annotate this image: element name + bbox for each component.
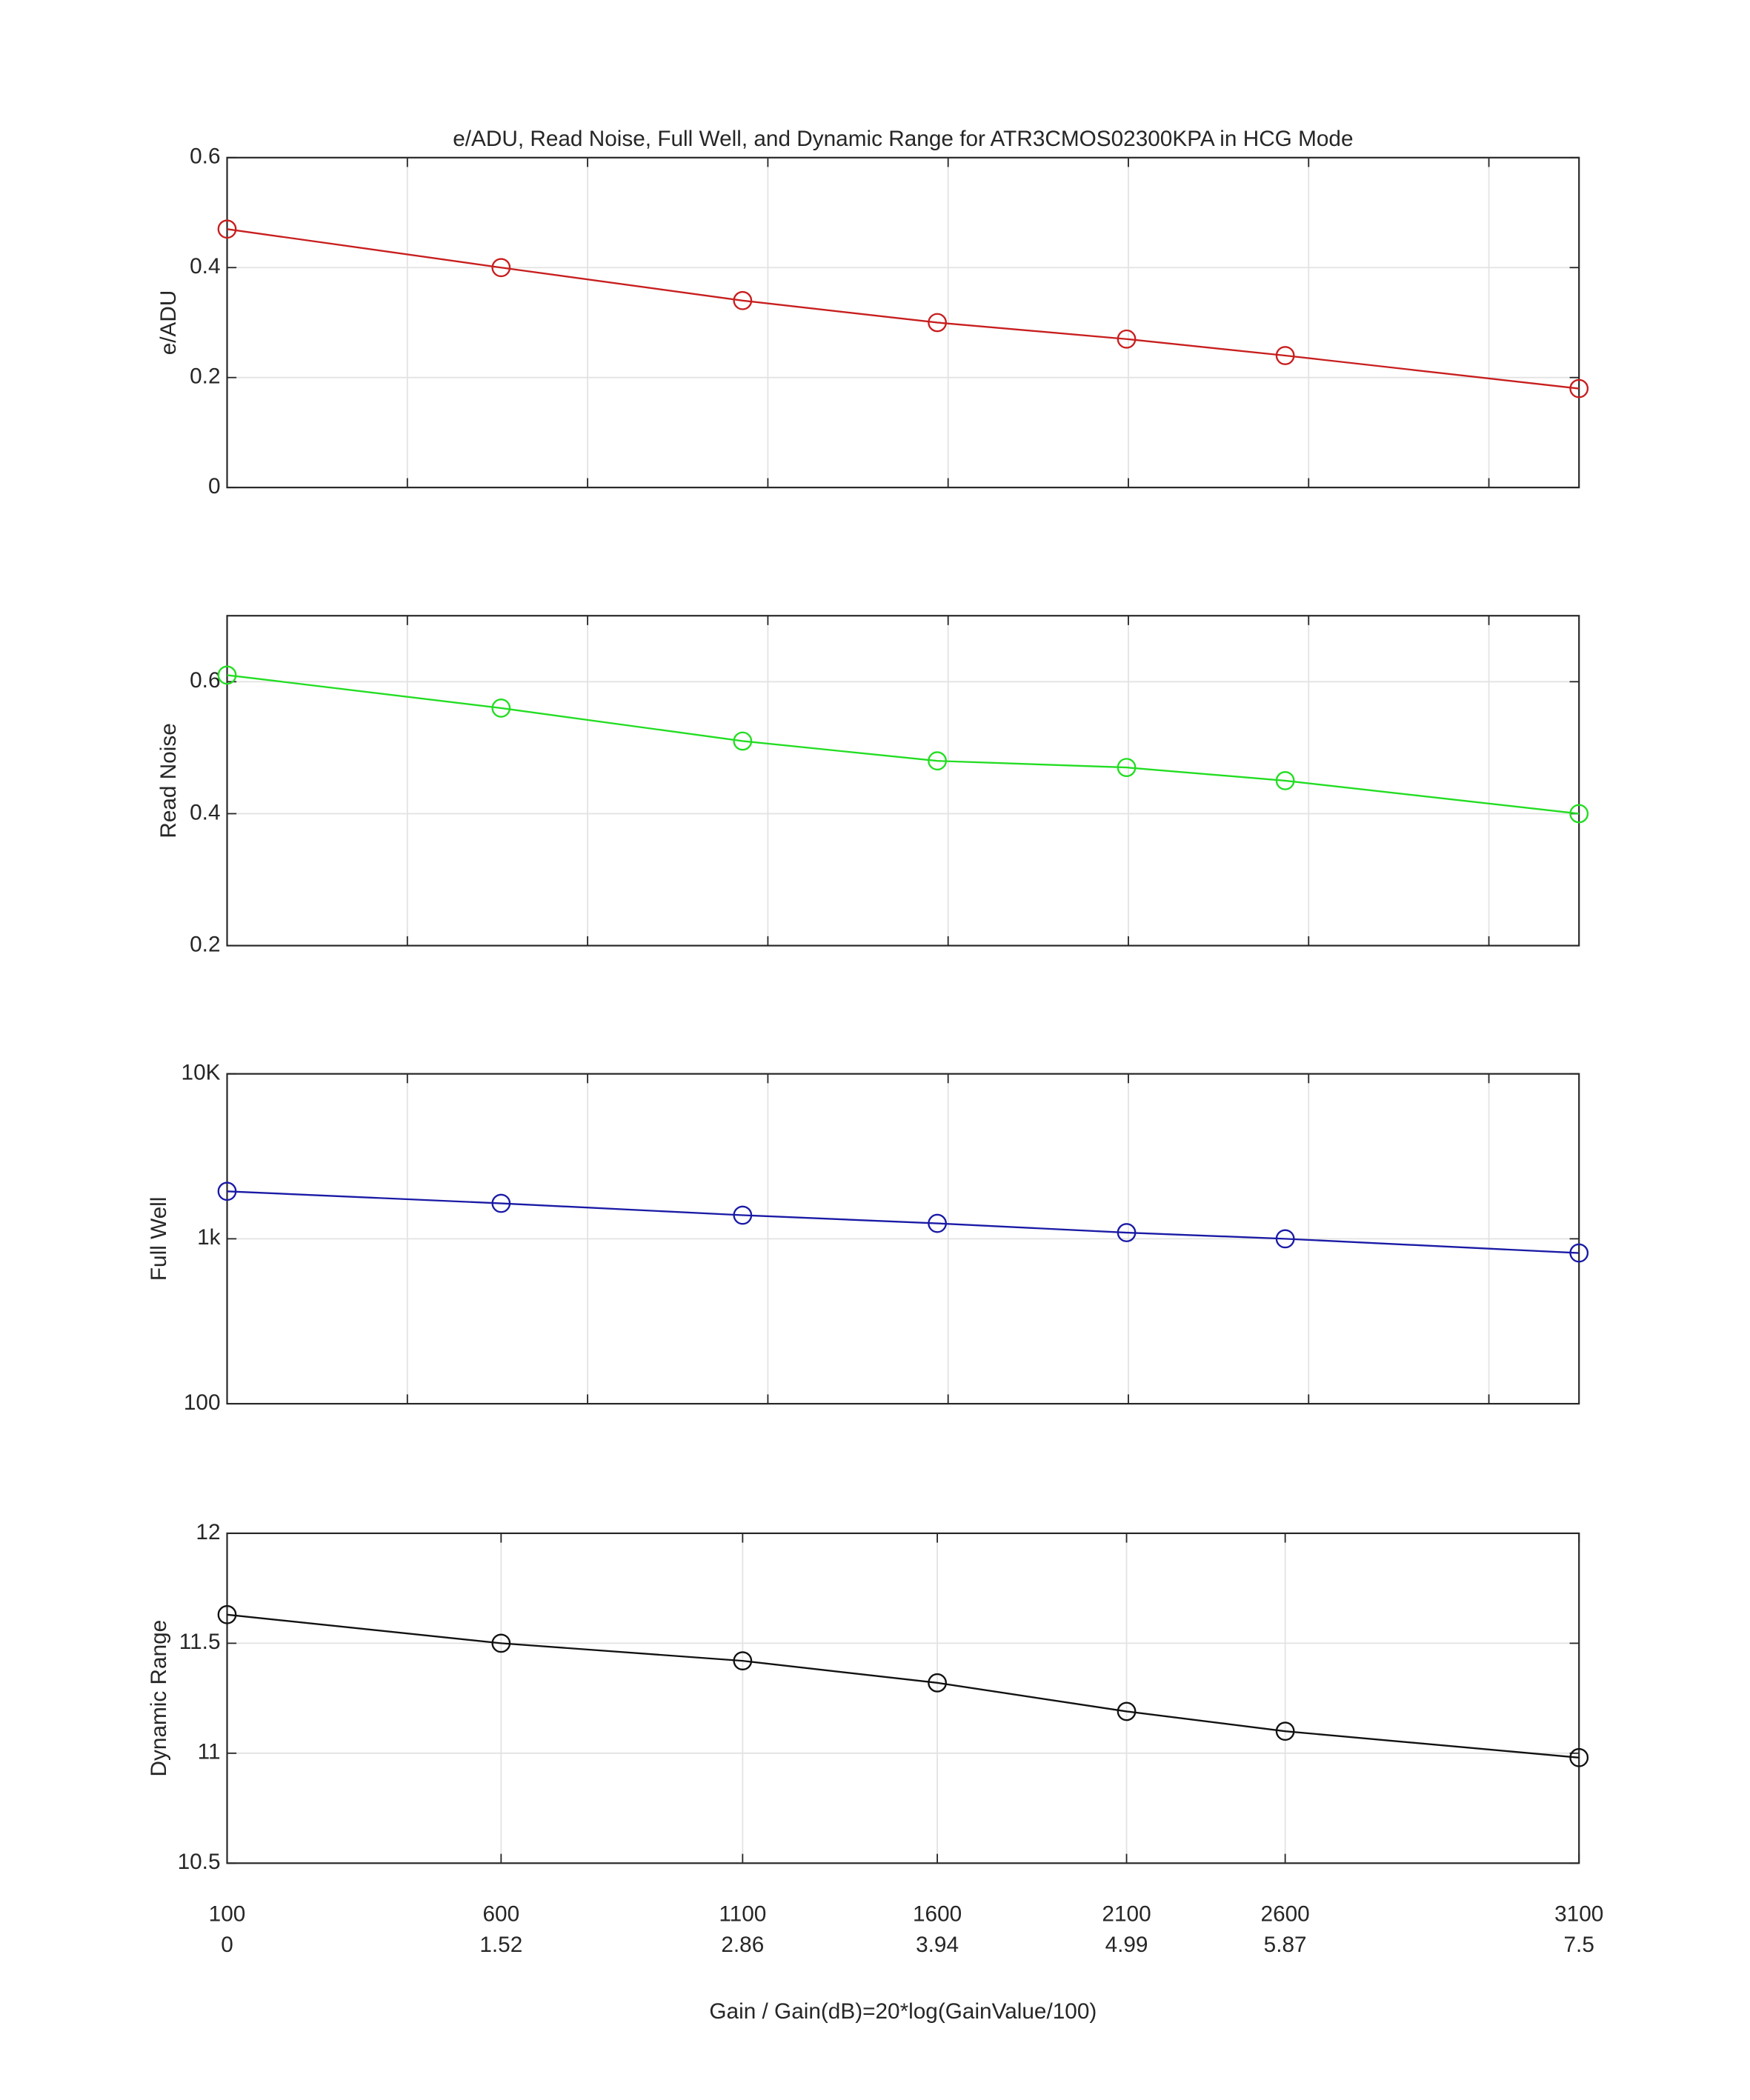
x-tick-label: 3100 — [1554, 1901, 1603, 1926]
data-point — [928, 751, 947, 771]
y-tick-label: 12 — [196, 1520, 220, 1544]
y-tick-label: 0 — [208, 474, 221, 499]
x-tick-label: 1100 — [719, 1901, 766, 1926]
data-point — [1117, 1701, 1137, 1721]
y-tick-label: 100 — [184, 1390, 221, 1415]
x-tick-label: 4.99 — [1105, 1933, 1148, 1957]
axes-box — [226, 1073, 1580, 1405]
axes-box — [226, 156, 1580, 489]
y-tick-label: 10.5 — [178, 1850, 221, 1874]
data-line — [227, 674, 1580, 815]
y-tick-label: 1k — [197, 1225, 221, 1250]
x-tick-label: 2.86 — [721, 1933, 764, 1957]
data-point — [1117, 329, 1137, 349]
x-tick-label: 0 — [221, 1933, 233, 1957]
data-point — [217, 219, 237, 239]
y-tick-label: 0.4 — [190, 800, 220, 824]
chart-title: e/ADU, Read Noise, Full Well, and Dynami… — [453, 127, 1353, 151]
data-point — [928, 313, 947, 333]
data-line — [227, 1190, 1580, 1254]
y-axis-label: Full Well — [147, 1197, 171, 1281]
data-point — [1275, 1229, 1295, 1249]
data-point — [733, 731, 753, 751]
x-tick-label: 1600 — [913, 1901, 962, 1926]
data-point — [1117, 758, 1137, 777]
x-tick-label: 2100 — [1102, 1901, 1151, 1926]
y-tick-label: 0.2 — [190, 364, 220, 389]
axes-box — [226, 615, 1580, 947]
data-point — [1117, 1223, 1137, 1242]
x-tick-label: 3.94 — [916, 1933, 959, 1957]
y-axis-label: Read Noise — [156, 723, 181, 838]
y-tick-label: 11.5 — [179, 1630, 221, 1654]
data-point — [733, 1205, 753, 1225]
y-tick-label: 11 — [198, 1740, 221, 1764]
y-axis-label: e/ADU — [156, 290, 181, 356]
data-point — [928, 1213, 947, 1233]
data-point — [217, 1181, 237, 1201]
x-tick-label: 5.87 — [1264, 1933, 1307, 1957]
y-tick-label: 10K — [182, 1061, 221, 1085]
data-point — [1275, 346, 1295, 365]
data-point — [491, 699, 511, 718]
data-point — [1569, 1747, 1589, 1767]
data-line — [227, 1613, 1580, 1759]
axes-box — [226, 1532, 1580, 1864]
data-point — [491, 258, 511, 278]
x-tick-label: 7.5 — [1564, 1933, 1594, 1957]
y-tick-label: 0.6 — [190, 668, 220, 693]
data-point — [733, 1651, 753, 1671]
data-point — [1275, 771, 1295, 790]
data-point — [217, 665, 237, 685]
data-point — [491, 1193, 511, 1213]
data-point — [928, 1673, 947, 1693]
x-axis-label: Gain / Gain(dB)=20*log(GainValue/100) — [709, 1999, 1097, 2024]
y-axis-label: Dynamic Range — [147, 1620, 171, 1777]
y-tick-label: 0.6 — [190, 144, 220, 169]
x-tick-label: 600 — [483, 1901, 520, 1926]
data-point — [491, 1633, 511, 1653]
data-point — [733, 290, 753, 310]
data-point — [1569, 804, 1589, 824]
x-tick-label: 1.52 — [479, 1933, 522, 1957]
data-point — [1275, 1721, 1295, 1741]
data-point — [1569, 379, 1589, 399]
y-tick-label: 0.2 — [190, 932, 220, 956]
data-point — [1569, 1243, 1589, 1263]
x-tick-label: 2600 — [1261, 1901, 1310, 1926]
y-tick-label: 0.4 — [190, 254, 220, 279]
data-line — [227, 228, 1580, 390]
data-point — [217, 1604, 237, 1624]
x-tick-label: 100 — [209, 1901, 246, 1926]
